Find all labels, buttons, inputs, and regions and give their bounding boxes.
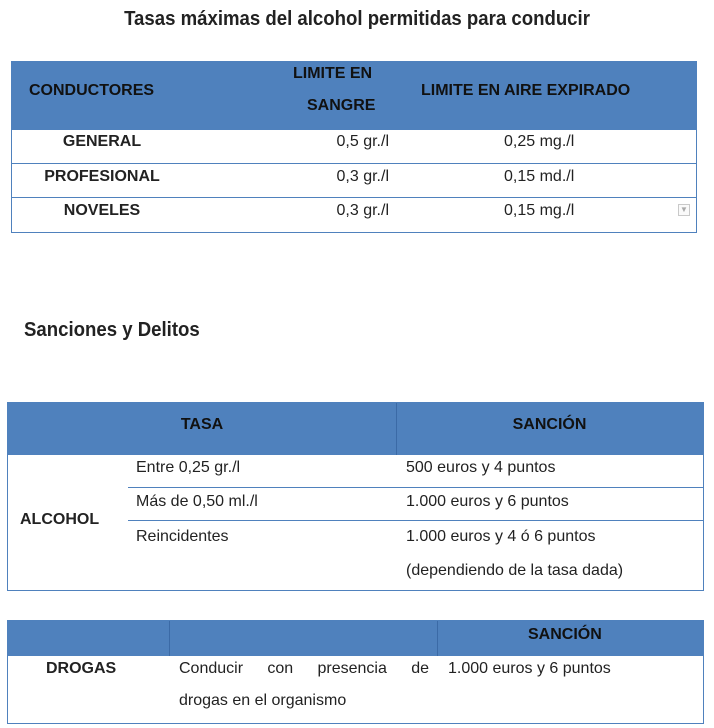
page-title: Tasas máximas del alcohol permitidas par… xyxy=(124,8,590,30)
row-sangre-noveles: 0,3 gr./l xyxy=(336,202,389,219)
header-divider xyxy=(437,621,438,656)
tasa-mas-de: Más de 0,50 ml./l xyxy=(136,493,258,510)
group-alcohol: ALCOHOL xyxy=(20,511,100,528)
row-sangre-general: 0,5 gr./l xyxy=(336,133,389,150)
section-title: Sanciones y Delitos xyxy=(24,319,200,341)
group-drogas: DROGAS xyxy=(46,660,117,677)
row-aire-profesional: 0,15 md./l xyxy=(504,168,575,185)
header-sancion: SANCIÓN xyxy=(528,626,602,643)
alcohol-sanctions-table: TASA SANCIÓN ALCOHOL Entre 0,25 gr./l 50… xyxy=(7,402,704,591)
row-divider xyxy=(128,520,703,521)
row-divider xyxy=(128,487,703,488)
header-conductores: CONDUCTORES xyxy=(29,82,155,99)
header-divider xyxy=(396,403,397,455)
row-divider xyxy=(12,197,696,198)
header-limite-aire: LIMITE EN AIRE EXPIRADO xyxy=(421,82,631,99)
drogas-desc-line1: Conducir con presencia de xyxy=(179,660,429,677)
header-divider xyxy=(169,621,170,656)
row-divider xyxy=(12,163,696,164)
tasa-reincidentes: Reincidentes xyxy=(136,528,229,545)
row-sangre-profesional: 0,3 gr./l xyxy=(336,168,389,185)
row-type-profesional: PROFESIONAL xyxy=(44,168,160,185)
scroll-down-icon[interactable]: ▼ xyxy=(678,204,690,216)
drogas-sancion: 1.000 euros y 6 puntos xyxy=(448,660,611,677)
sancion-reincidentes-note: (dependiendo de la tasa dada) xyxy=(406,562,624,579)
header-limite-sangre-line1: LIMITE EN xyxy=(293,65,373,82)
drug-sanctions-table: SANCIÓN DROGAS Conducir con presencia de… xyxy=(7,620,704,724)
header-sancion: SANCIÓN xyxy=(512,416,587,433)
sancion-reincidentes: 1.000 euros y 4 ó 6 puntos xyxy=(406,528,596,545)
table-header xyxy=(12,62,696,130)
sancion-entre: 500 euros y 4 puntos xyxy=(406,459,556,476)
tasa-entre: Entre 0,25 gr./l xyxy=(136,459,241,476)
table-header xyxy=(8,403,703,455)
header-tasa: TASA xyxy=(180,416,224,433)
table-header xyxy=(8,621,703,656)
header-limite-sangre-line2: SANGRE xyxy=(307,97,376,114)
row-type-noveles: NOVELES xyxy=(63,202,141,219)
row-type-general: GENERAL xyxy=(62,133,142,150)
row-aire-noveles: 0,15 mg./l xyxy=(504,202,575,219)
sancion-mas-de: 1.000 euros y 6 puntos xyxy=(406,493,569,510)
alcohol-limits-table: CONDUCTORES LIMITE EN SANGRE LIMITE EN A… xyxy=(11,61,697,233)
drogas-desc-line2: drogas en el organismo xyxy=(179,692,347,709)
row-aire-general: 0,25 mg./l xyxy=(504,133,575,150)
